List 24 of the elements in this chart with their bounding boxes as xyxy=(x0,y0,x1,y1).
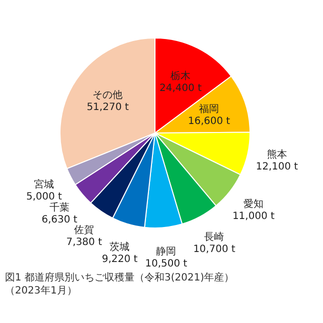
data-label: 5,000 t xyxy=(26,192,62,203)
data-label: 24,400 t xyxy=(160,83,202,94)
slice-label: 千葉 xyxy=(49,202,70,214)
data-label: 10,500 t xyxy=(145,258,188,270)
slice-label: 宮城 xyxy=(34,178,54,191)
data-label: 9,220 t xyxy=(102,254,138,265)
data-label: 10,700 t xyxy=(193,244,236,256)
text: （2023年1月） xyxy=(5,284,77,296)
slice-label: 茨城 xyxy=(110,240,130,253)
slice-label: その他 xyxy=(92,89,123,102)
slice-label: 熊本 xyxy=(266,148,287,161)
data-label: 7,380 t xyxy=(66,236,102,248)
slice-label: 福岡 xyxy=(199,102,220,115)
data-label: 51,270 t xyxy=(86,102,129,114)
data-label: 16,600 t xyxy=(188,116,230,127)
data-label: 11,000 t xyxy=(232,210,275,222)
data-label: 12,100 t xyxy=(256,162,298,173)
slice-label: 長崎 xyxy=(204,231,224,244)
slice-label: 静岡 xyxy=(156,246,176,258)
slice-label: 愛知 xyxy=(243,198,264,210)
slice-label: 佐賀 xyxy=(74,224,94,236)
data-label: 6,630 t xyxy=(42,214,78,226)
caption: 図1 都道府県別いちご収穫量（令和3(2021)年産） xyxy=(5,272,234,284)
slice-label: 栃木 xyxy=(170,70,191,82)
